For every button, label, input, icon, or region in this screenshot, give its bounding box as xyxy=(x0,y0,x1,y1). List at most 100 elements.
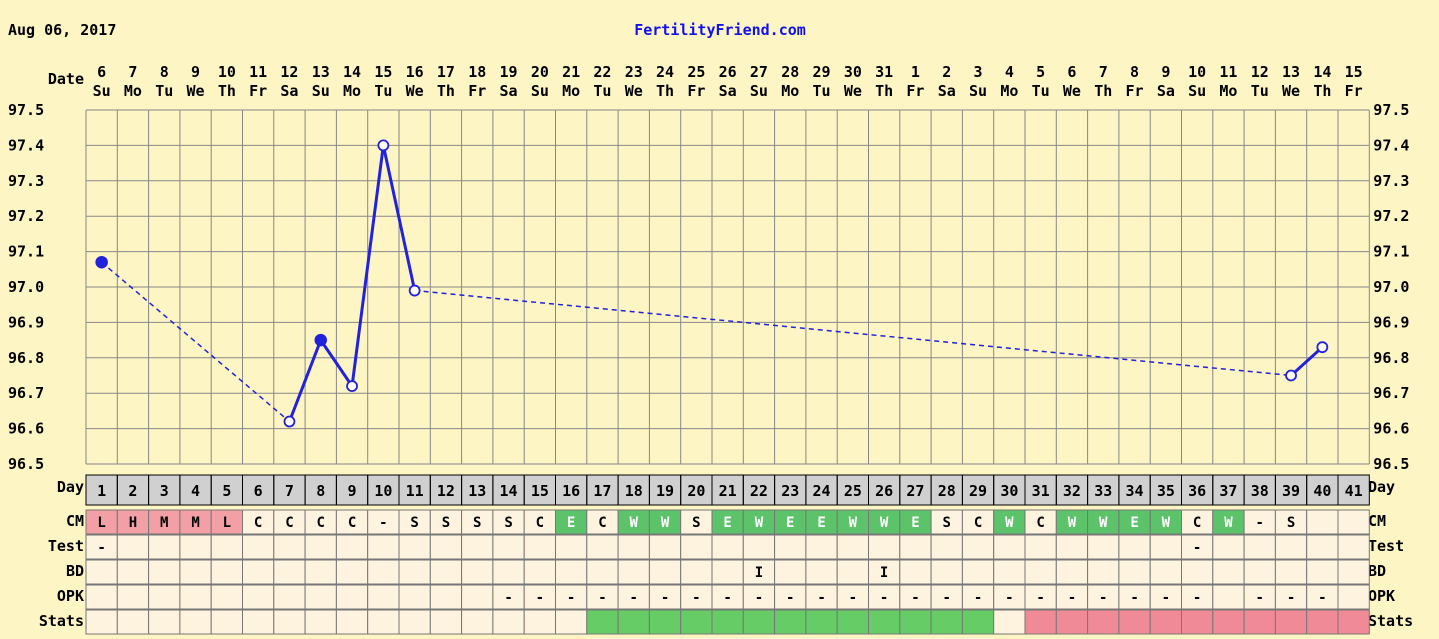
opk-cell xyxy=(85,584,118,610)
cm-cell xyxy=(899,509,932,535)
cm-cell xyxy=(868,509,901,535)
cm-value: S xyxy=(692,515,700,531)
cm-cell xyxy=(179,509,212,535)
date-number: 20 xyxy=(531,63,549,81)
opk-cell xyxy=(1243,584,1276,610)
day-number: 38 xyxy=(1251,482,1269,500)
stats-cell xyxy=(961,609,995,635)
day-number: 37 xyxy=(1219,482,1237,500)
cm-value: M xyxy=(160,515,168,531)
cm-value: W xyxy=(755,515,764,531)
date-number: 16 xyxy=(406,63,424,81)
bd-cell xyxy=(993,559,1026,585)
cm-value: W xyxy=(661,515,670,531)
stats-cell xyxy=(1181,609,1214,635)
y-tick-label-left: 96.7 xyxy=(8,384,44,402)
cm-cell xyxy=(774,509,807,535)
site-title[interactable]: FertilityFriend.com xyxy=(634,21,806,39)
stats-cell xyxy=(930,609,963,635)
cm-value: S xyxy=(410,515,418,531)
stats-cell xyxy=(116,609,150,635)
day-number: 7 xyxy=(285,482,294,500)
y-tick-label-left: 96.6 xyxy=(8,420,44,438)
opk-cell xyxy=(1212,584,1245,610)
y-tick-label-left: 97.5 xyxy=(8,101,44,119)
day-number: 31 xyxy=(1032,482,1050,500)
opk-value: - xyxy=(1193,590,1201,606)
cm-cell xyxy=(1212,509,1245,535)
day-number: 35 xyxy=(1157,482,1175,500)
stats-cell xyxy=(1274,609,1308,635)
bd-cell xyxy=(930,559,963,585)
y-tick-label-left: 97.1 xyxy=(8,243,44,261)
cm-value: E xyxy=(567,515,575,531)
test-cell xyxy=(1024,534,1057,560)
bd-cell xyxy=(1055,559,1089,585)
cm-cell xyxy=(961,509,995,535)
date-number: 19 xyxy=(500,63,518,81)
test-cell xyxy=(398,534,431,560)
stats-cell xyxy=(367,609,400,635)
date-number: 5 xyxy=(1036,63,1045,81)
test-cell xyxy=(273,534,306,560)
cm-value: C xyxy=(974,515,982,531)
opk-cell xyxy=(711,584,744,610)
test-cell xyxy=(961,534,995,560)
temp-point-filled xyxy=(314,333,327,347)
test-cell xyxy=(1274,534,1308,560)
y-tick-label-right: 97.3 xyxy=(1373,172,1409,190)
cm-value: W xyxy=(1068,515,1077,531)
date-weekday: Tu xyxy=(813,82,831,100)
cm-cell xyxy=(1055,509,1089,535)
day-row-label: Day xyxy=(57,478,84,496)
opk-value: - xyxy=(692,590,700,606)
bd-cell xyxy=(555,559,588,585)
day-number: 28 xyxy=(938,482,956,500)
test-cell xyxy=(836,534,870,560)
bd-cell xyxy=(367,559,400,585)
cm-cell xyxy=(116,509,150,535)
day-number: 29 xyxy=(969,482,987,500)
date-number: 29 xyxy=(813,63,831,81)
test-cell xyxy=(711,534,744,560)
opk-value: - xyxy=(974,590,982,606)
day-row-bg xyxy=(86,475,1370,505)
day-number: 10 xyxy=(374,482,392,500)
bd-cell xyxy=(1087,559,1120,585)
date-weekday: We xyxy=(844,82,862,100)
cm-value: W xyxy=(1162,515,1171,531)
stats-cell xyxy=(648,609,682,635)
date-weekday: Fr xyxy=(906,82,924,100)
opk-row-label: OPK xyxy=(57,587,84,605)
stats-cell xyxy=(993,609,1026,635)
stats-cell xyxy=(836,609,870,635)
opk-value: - xyxy=(786,590,794,606)
bd-cell xyxy=(1149,559,1182,585)
date-weekday: We xyxy=(1063,82,1081,100)
cm-value: C xyxy=(254,515,262,531)
date-weekday: We xyxy=(625,82,643,100)
cm-row-label-right: CM xyxy=(1368,512,1386,530)
date-number: 8 xyxy=(160,63,169,81)
opk-value: - xyxy=(880,590,888,606)
cm-value: E xyxy=(817,515,825,531)
cm-cell xyxy=(304,509,337,535)
cm-cell xyxy=(242,509,275,535)
test-value: - xyxy=(97,540,105,556)
date-weekday: Mo xyxy=(1219,82,1237,100)
stats-cell xyxy=(273,609,306,635)
test-cell xyxy=(774,534,807,560)
date-weekday: Tu xyxy=(374,82,392,100)
date-number: 22 xyxy=(593,63,611,81)
date-weekday: Tu xyxy=(1251,82,1269,100)
day-number: 13 xyxy=(468,482,486,500)
temp-point-open xyxy=(346,380,358,393)
y-tick-label-left: 97.2 xyxy=(8,207,44,225)
bd-cell xyxy=(1243,559,1276,585)
stats-cell xyxy=(1149,609,1182,635)
cm-value: E xyxy=(1130,515,1138,531)
opk-cell xyxy=(586,584,619,610)
date-number: 9 xyxy=(1161,63,1170,81)
stats-cell xyxy=(1055,609,1089,635)
